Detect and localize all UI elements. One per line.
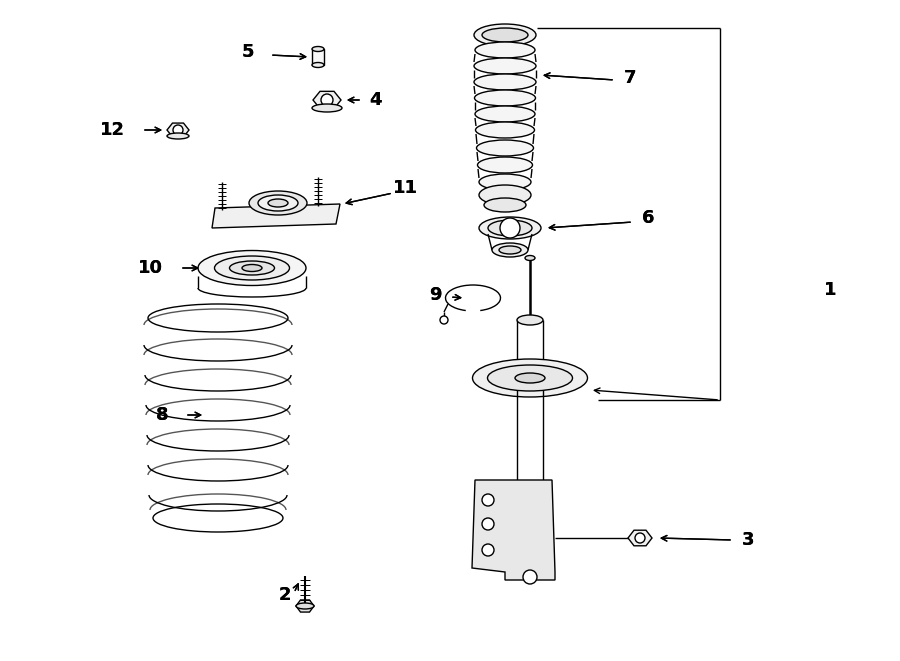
Ellipse shape: [474, 74, 536, 90]
Circle shape: [482, 544, 494, 556]
Ellipse shape: [296, 603, 314, 609]
Polygon shape: [472, 480, 555, 580]
Polygon shape: [296, 600, 314, 612]
Text: 1: 1: [824, 281, 836, 299]
Ellipse shape: [475, 106, 535, 122]
Ellipse shape: [472, 359, 588, 397]
Ellipse shape: [488, 220, 532, 236]
Ellipse shape: [312, 63, 324, 67]
Ellipse shape: [214, 256, 290, 280]
Ellipse shape: [479, 185, 531, 205]
Ellipse shape: [517, 483, 543, 493]
Ellipse shape: [517, 315, 543, 325]
Ellipse shape: [478, 157, 533, 173]
Text: 4: 4: [369, 91, 382, 109]
Ellipse shape: [479, 217, 541, 239]
Text: 2: 2: [279, 586, 292, 604]
Polygon shape: [167, 123, 189, 137]
Text: 10: 10: [138, 259, 163, 277]
Polygon shape: [313, 91, 341, 108]
Ellipse shape: [475, 42, 535, 58]
Bar: [312, 49, 324, 65]
Ellipse shape: [499, 246, 521, 254]
Ellipse shape: [474, 24, 536, 46]
Text: 6: 6: [642, 209, 654, 227]
Ellipse shape: [474, 58, 536, 74]
Ellipse shape: [230, 261, 274, 275]
Text: 11: 11: [392, 179, 418, 197]
Circle shape: [440, 316, 448, 324]
Ellipse shape: [476, 140, 534, 156]
Text: 8: 8: [156, 406, 168, 424]
Text: 1: 1: [824, 281, 836, 299]
Text: 4: 4: [369, 91, 382, 109]
Text: 5: 5: [242, 43, 254, 61]
Text: 9: 9: [428, 286, 441, 304]
Text: 3: 3: [742, 531, 754, 549]
Ellipse shape: [475, 122, 535, 138]
Text: 11: 11: [392, 179, 418, 197]
Text: 5: 5: [242, 43, 254, 61]
Ellipse shape: [488, 365, 572, 391]
Text: 9: 9: [428, 286, 441, 304]
Ellipse shape: [312, 46, 324, 52]
Text: 7: 7: [624, 69, 636, 87]
Ellipse shape: [482, 28, 528, 42]
Circle shape: [482, 518, 494, 530]
Text: 8: 8: [156, 406, 168, 424]
Ellipse shape: [515, 373, 545, 383]
Circle shape: [523, 570, 537, 584]
Circle shape: [321, 94, 333, 106]
Circle shape: [173, 125, 183, 135]
Ellipse shape: [312, 104, 342, 112]
Text: 10: 10: [138, 259, 163, 277]
Ellipse shape: [268, 199, 288, 207]
Ellipse shape: [525, 256, 535, 260]
Ellipse shape: [484, 198, 526, 212]
Text: 6: 6: [642, 209, 654, 227]
Text: 12: 12: [100, 121, 124, 139]
Ellipse shape: [474, 90, 536, 106]
Ellipse shape: [249, 191, 307, 215]
Ellipse shape: [492, 243, 528, 257]
Circle shape: [635, 533, 645, 543]
Ellipse shape: [242, 264, 262, 272]
Circle shape: [500, 218, 520, 238]
Ellipse shape: [258, 195, 298, 211]
Polygon shape: [628, 530, 652, 546]
Text: 7: 7: [624, 69, 636, 87]
Circle shape: [482, 494, 494, 506]
Text: 12: 12: [100, 121, 124, 139]
Text: 3: 3: [742, 531, 754, 549]
Ellipse shape: [479, 174, 531, 190]
Ellipse shape: [167, 133, 189, 139]
Polygon shape: [212, 204, 340, 228]
Ellipse shape: [198, 251, 306, 286]
Text: 2: 2: [279, 586, 292, 604]
Ellipse shape: [517, 385, 543, 395]
